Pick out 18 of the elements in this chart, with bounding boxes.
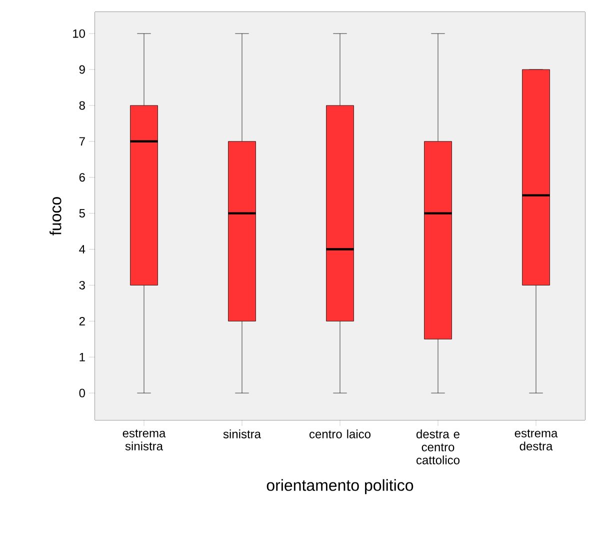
- x-tick-label: estrema destra: [514, 430, 558, 450]
- x-tick-label: estrema sinistra: [122, 430, 166, 450]
- y-tick-label: 7: [79, 137, 85, 146]
- y-tick-label: 10: [73, 29, 86, 38]
- x-axis-title: orientamento politico: [266, 479, 414, 494]
- x-tick-label: destra e centro cattolico: [416, 430, 460, 464]
- y-tick-label: 2: [79, 316, 85, 326]
- y-tick-label: 8: [79, 101, 85, 110]
- y-tick-label: 1: [80, 352, 85, 362]
- y-tick-label: 9: [79, 65, 85, 74]
- x-tick-label: centro laico: [310, 430, 371, 438]
- y-tick-label: 5: [79, 209, 85, 218]
- y-tick-label: 4: [79, 245, 86, 254]
- y-axis-title: fuoco: [50, 197, 62, 236]
- y-tick-label: 0: [79, 388, 86, 398]
- y-tick-label: 6: [79, 173, 85, 182]
- y-tick-label: 3: [79, 280, 85, 290]
- x-tick-label: sinistra: [223, 430, 261, 438]
